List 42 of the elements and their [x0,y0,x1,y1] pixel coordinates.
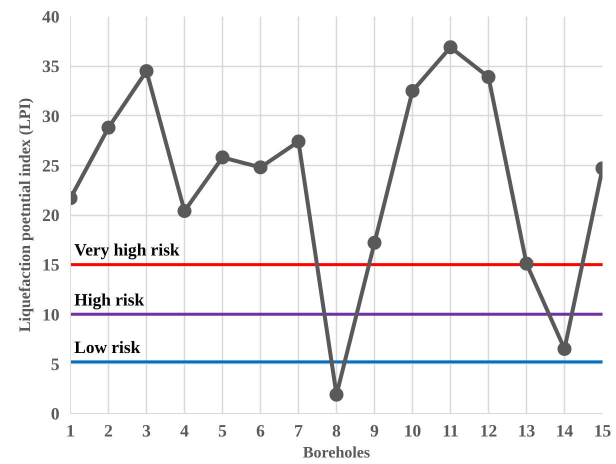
y-tick-label: 5 [50,354,60,374]
point [558,342,572,356]
x-tick-label: 13 [518,422,536,440]
point [406,84,420,98]
x-tick-label: 1 [66,422,75,440]
point [140,64,154,78]
x-tick-label: 11 [442,422,459,440]
x-tick-label: 15 [594,422,612,440]
y-tick-label: 35 [42,57,60,76]
point [292,134,306,149]
point [482,70,496,84]
point [444,40,458,54]
x-tick-label: 9 [370,422,380,440]
point [368,236,382,250]
x-tick-label: 10 [404,422,422,440]
y-tick-label: 0 [50,404,60,424]
y-tick-label: 15 [42,256,60,275]
y-tick-label: 20 [42,206,60,225]
x-tick-label: 2 [104,422,113,440]
y-tick-label: 25 [42,156,60,176]
x-tick-label: 4 [180,422,190,440]
ref-line-label: Very high risk [74,240,180,260]
ref-line-label: High risk [74,290,144,310]
x-tick-label: 12 [480,422,498,440]
x-tick-label: 6 [256,422,266,440]
x-tick-label: 3 [142,422,152,440]
x-tick-label: 14 [556,422,574,440]
point [178,204,192,218]
y-tick-label: 40 [42,8,60,26]
point [216,150,230,164]
x-tick-label: 5 [218,422,228,440]
y-tick-label: 30 [42,106,60,126]
point [520,256,534,271]
point [102,120,116,135]
x-tick-label: 7 [294,422,304,440]
y-axis-title: Liquefaction poetntial index (LPI) [17,98,34,332]
point [254,160,268,174]
x-axis-title: Boreholes [302,444,370,462]
point [330,388,344,402]
x-tick-label: 8 [332,422,342,440]
y-tick-label: 10 [42,305,60,324]
ref-line-label: Low risk [74,338,141,357]
